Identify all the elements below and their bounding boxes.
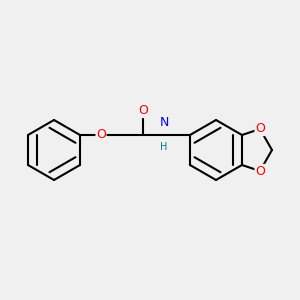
Text: O: O	[138, 104, 148, 118]
Text: H: H	[160, 142, 168, 152]
Text: N: N	[159, 116, 169, 129]
Text: O: O	[255, 122, 265, 136]
Text: O: O	[96, 128, 106, 142]
Text: O: O	[255, 164, 265, 178]
